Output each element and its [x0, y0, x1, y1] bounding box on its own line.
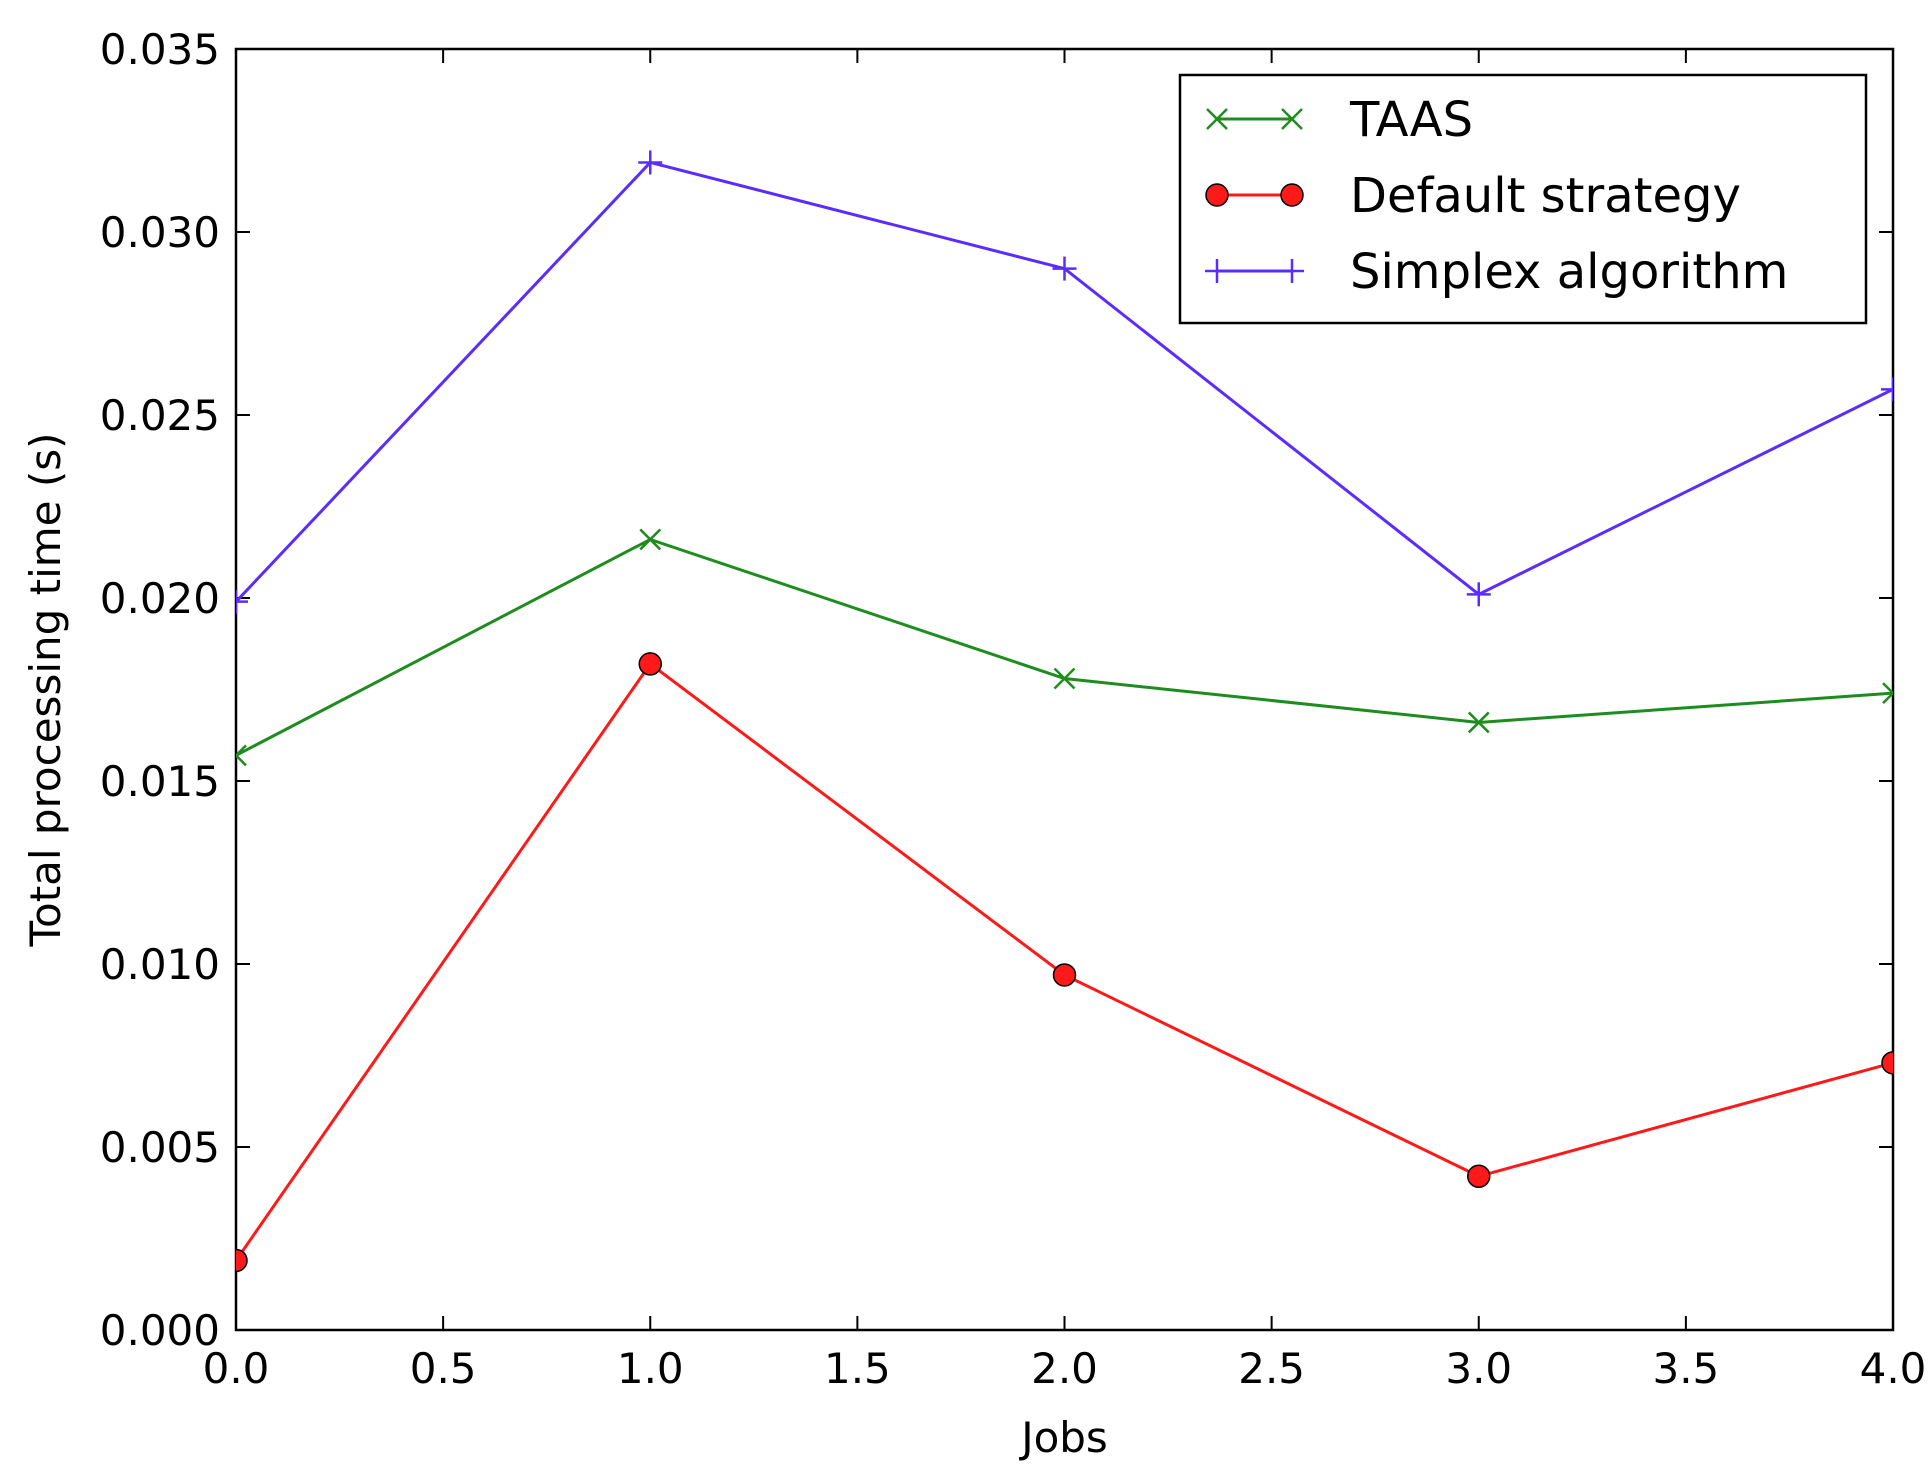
- legend-marker-default-strategy: [1280, 183, 1304, 207]
- x-axis-label: Jobs: [1018, 1413, 1108, 1462]
- y-axis-label: Total processing time (s): [21, 432, 70, 947]
- x-marker-stroke: [1467, 711, 1490, 734]
- data-point-simplex-algorithm: [1466, 582, 1491, 607]
- series-line-default-strategy: [236, 661, 1893, 1262]
- legend-marker-simplex-algorithm: [1280, 259, 1304, 283]
- x-marker-stroke: [639, 528, 662, 551]
- legend-label-taas: TAAS: [1349, 92, 1473, 148]
- data-point-simplex-algorithm: [236, 589, 248, 614]
- data-point-default-strategy: [1881, 1051, 1893, 1075]
- x-tick-label: 2.5: [1238, 1344, 1305, 1393]
- y-tick-label: 0.005: [100, 1123, 220, 1172]
- x-tick-label: 0.0: [203, 1344, 270, 1393]
- x-marker-stroke: [1281, 108, 1303, 130]
- series-line-taas: [236, 537, 1893, 757]
- legend-label-simplex-algorithm: Simplex algorithm: [1350, 244, 1788, 300]
- legend: TAAS Default strategy Simplex algorithm: [1178, 73, 1868, 325]
- data-point-simplex-algorithm: [1881, 377, 1893, 402]
- x-tick-label: 3.5: [1652, 1344, 1719, 1393]
- y-tick-label: 0.025: [100, 391, 220, 440]
- data-point-simplex-algorithm: [1052, 256, 1077, 281]
- x-marker-stroke: [1882, 682, 1893, 695]
- data-point-default-strategy: [638, 652, 662, 676]
- series-group: [236, 150, 1893, 1273]
- y-tick-label: 0.030: [100, 208, 220, 257]
- x-marker-stroke: [1882, 691, 1893, 705]
- y-tick-label: 0.015: [100, 757, 220, 806]
- x-marker-stroke: [1053, 667, 1076, 690]
- x-tick-label: 1.0: [617, 1344, 684, 1393]
- y-tick-label: 0.035: [100, 25, 220, 74]
- legend-marker-simplex-algorithm: [1205, 259, 1229, 283]
- x-tick-label: 2.0: [1031, 1344, 1098, 1393]
- y-tick-label: 0.000: [100, 1306, 220, 1355]
- x-tick-label: 4.0: [1860, 1344, 1927, 1393]
- data-point-taas: [639, 528, 662, 551]
- legend-marker-taas: [1206, 108, 1228, 130]
- x-marker-stroke: [1206, 108, 1228, 130]
- axes-group: 0.0 0.5 1.0 1.5 2.0 2.5 3.0 3.5 4.0 0.000 0.005 0.0…: [100, 25, 1927, 1393]
- y-tick-label: 0.020: [100, 574, 220, 623]
- legend-label-default-strategy: Default strategy: [1350, 168, 1741, 224]
- x-tick-label: 0.5: [410, 1344, 477, 1393]
- x-tick-label: 3.0: [1445, 1344, 1512, 1393]
- legend-marker-taas: [1281, 108, 1303, 130]
- data-point-taas: [1053, 667, 1076, 690]
- data-point-taas: [236, 744, 247, 767]
- data-point-taas: [1882, 682, 1893, 705]
- x-marker-stroke: [236, 753, 247, 767]
- x-marker-stroke: [236, 744, 247, 758]
- x-tick-label: 1.5: [824, 1344, 891, 1393]
- legend-marker-default-strategy: [1205, 183, 1229, 207]
- data-point-default-strategy: [236, 1248, 248, 1273]
- y-tick-label: 0.010: [100, 940, 220, 989]
- data-point-default-strategy: [1052, 963, 1077, 987]
- data-point-simplex-algorithm: [638, 150, 663, 175]
- data-point-default-strategy: [1467, 1164, 1491, 1189]
- data-point-taas: [1467, 711, 1490, 734]
